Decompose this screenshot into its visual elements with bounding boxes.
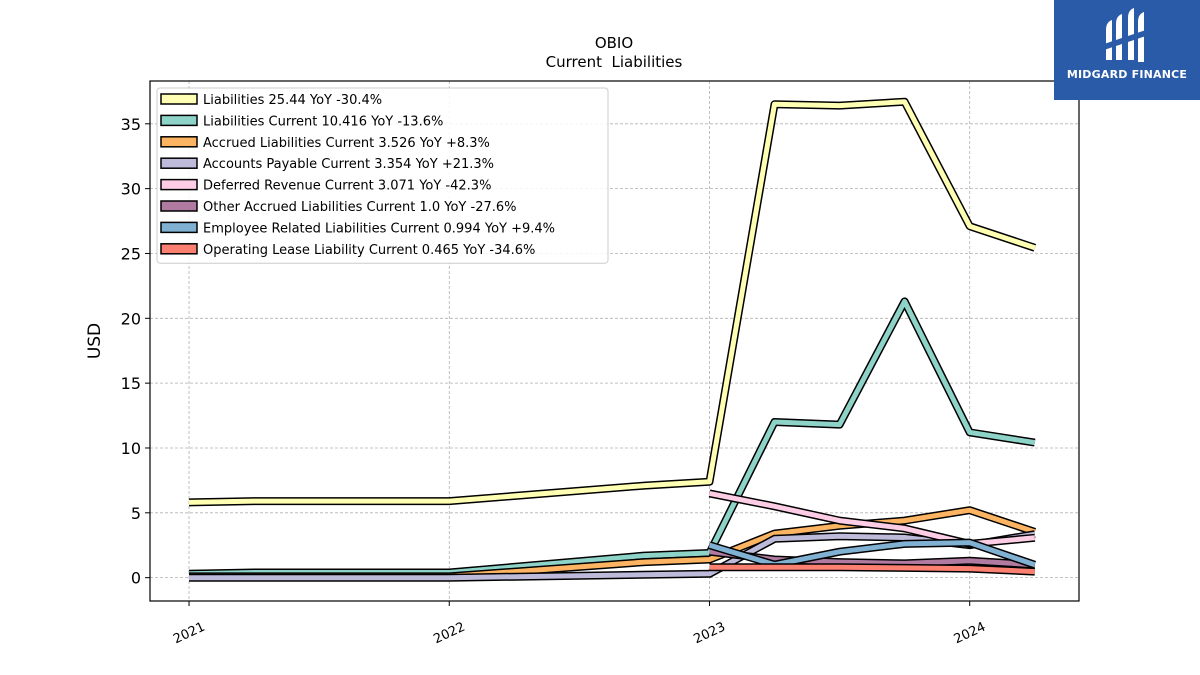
- x-tick-label: 2023: [692, 620, 728, 648]
- legend-swatch: [160, 93, 198, 105]
- y-tick-label: 5: [131, 504, 141, 523]
- brand-name: MIDGARD FINANCE: [1066, 68, 1188, 81]
- legend-swatch: [160, 200, 198, 212]
- chart-title: OBIO: [595, 34, 633, 52]
- y-axis-label: USD: [85, 323, 105, 359]
- legend-swatch: [160, 178, 198, 191]
- y-axis-ticks: 0 5 10 15 20 25 30 35: [121, 115, 150, 588]
- legend-swatch: [160, 136, 198, 148]
- legend-label: Operating Lease Liability Current 0.465 …: [203, 243, 535, 258]
- legend-swatch: [160, 157, 198, 169]
- chart-subtitle: Current Liabilities: [546, 53, 683, 71]
- legend-label: Liabilities Current 10.416 YoY -13.6%: [203, 114, 443, 129]
- legend-swatch: [160, 243, 198, 255]
- y-tick-label: 25: [121, 244, 141, 263]
- legend-label: Accrued Liabilities Current 3.526 YoY +8…: [203, 136, 490, 151]
- y-tick-label: 10: [121, 439, 141, 458]
- x-axis-ticks: 2021 2022 2023 2024: [171, 601, 988, 647]
- y-tick-label: 30: [121, 180, 141, 199]
- y-tick-label: 20: [121, 309, 141, 328]
- series-line: [188, 99, 1036, 505]
- y-tick-label: 35: [121, 115, 141, 134]
- series-lines: [188, 97, 1037, 582]
- legend: Liabilities 25.44 YoY -30.4% Liabilities …: [156, 87, 609, 264]
- midgard-logo-icon: [1104, 8, 1146, 62]
- y-tick-label: 15: [121, 374, 141, 393]
- legend-swatch: [160, 221, 198, 234]
- series-line: [709, 564, 1035, 575]
- y-tick-label: 0: [131, 569, 141, 588]
- legend-swatch: [160, 114, 198, 127]
- series-line: [189, 507, 1036, 579]
- legend-label: Employee Related Liabilities Current 0.9…: [203, 221, 555, 236]
- x-tick-label: 2022: [431, 620, 467, 648]
- legend-label: Accounts Payable Current 3.354 YoY +21.3…: [203, 157, 494, 172]
- series-line: [708, 540, 1036, 568]
- x-tick-label: 2024: [952, 620, 988, 648]
- legend-label: Liabilities 25.44 YoY -30.4%: [203, 93, 382, 108]
- legend-label: Other Accrued Liabilities Current 1.0 Yo…: [203, 200, 517, 215]
- legend-box: [156, 87, 609, 264]
- x-tick-label: 2021: [171, 620, 207, 648]
- legend-label: Deferred Revenue Current 3.071 YoY -42.3…: [203, 179, 491, 194]
- brand-logo: MIDGARD FINANCE: [1054, 0, 1200, 100]
- plot-frame: [149, 80, 1080, 602]
